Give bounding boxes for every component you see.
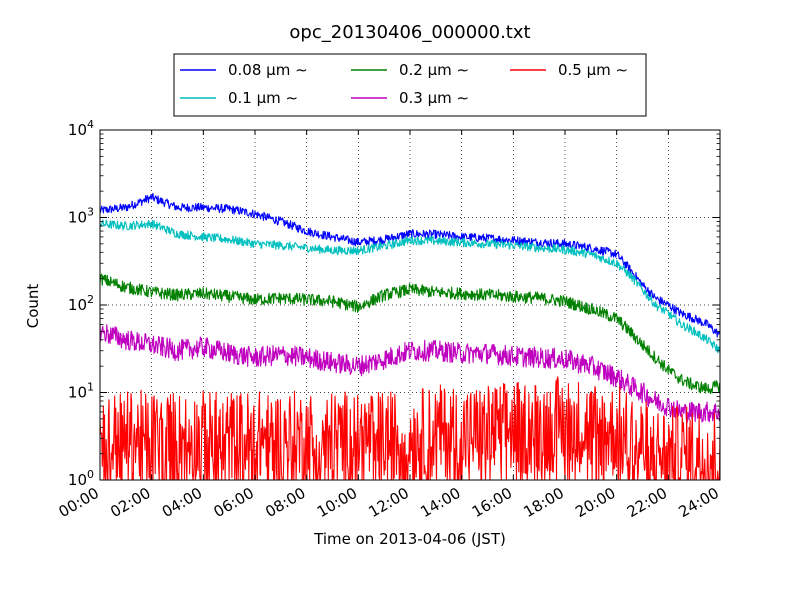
y-tick-exponent: 4: [87, 118, 94, 131]
y-tick-exponent: 0: [87, 468, 94, 481]
series-layer: [100, 192, 720, 480]
y-tick-exponent: 1: [87, 381, 94, 394]
legend-label: 0.08 μm ∼: [228, 61, 308, 79]
y-tick-base: 10: [68, 296, 87, 314]
series-line: [100, 219, 720, 354]
grid: [100, 130, 720, 480]
legend-label: 0.5 μm ∼: [558, 61, 628, 79]
legend-label: 0.3 μm ∼: [399, 89, 469, 107]
x-axis-label: Time on 2013-04-06 (JST): [313, 530, 506, 548]
y-tick-label: 103: [68, 206, 94, 227]
y-tick-label: 102: [68, 293, 94, 314]
chart-title: opc_20130406_000000.txt: [289, 22, 530, 43]
y-tick-label: 101: [68, 381, 94, 402]
legend-items: 0.08 μm ∼ 0.1 μm ∼ 0.2 μm ∼ 0.3 μm ∼ 0.5 μm …: [180, 61, 628, 107]
series-line: [100, 323, 720, 423]
y-tick-label: 104: [68, 118, 94, 139]
y-tick-base: 10: [68, 471, 87, 489]
y-tick-exponent: 2: [87, 293, 94, 306]
series-line: [100, 273, 720, 395]
legend: 0.08 μm ∼ 0.1 μm ∼ 0.2 μm ∼ 0.3 μm ∼ 0.5 μm …: [173, 53, 647, 117]
y-tick-label: 100: [68, 468, 94, 489]
legend-box: [173, 53, 647, 117]
legend-label: 0.1 μm ∼: [228, 89, 298, 107]
legend-label: 0.2 μm ∼: [399, 61, 469, 79]
y-tick-base: 10: [68, 121, 87, 139]
y-tick-base: 10: [68, 209, 87, 227]
series-line: [100, 376, 720, 480]
axis-ticks: [99, 129, 721, 481]
y-tick-exponent: 3: [87, 206, 94, 219]
y-tick-base: 10: [68, 384, 87, 402]
y-axis-label: Count: [24, 284, 42, 329]
series-line: [100, 192, 720, 338]
